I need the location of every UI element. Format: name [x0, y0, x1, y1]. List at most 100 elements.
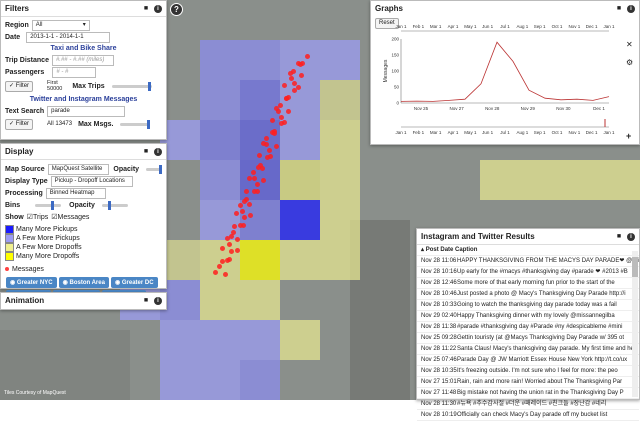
post-row[interactable]: Nov 28 12:46Some more of that early morn…	[417, 278, 639, 289]
message-marker[interactable]	[273, 143, 279, 149]
message-marker[interactable]	[288, 75, 294, 81]
message-marker[interactable]	[256, 153, 262, 159]
bins-opacity-slider[interactable]	[101, 200, 128, 210]
message-marker[interactable]	[290, 69, 296, 75]
post-row[interactable]: Nov 28 10:35It's freezing outside. I'm n…	[417, 366, 639, 377]
messages-chart[interactable]: Jan 1 Feb 1 Mar 1 Apr 1 May 1 Jun 1 Jul 1 Aug 1…	[371, 1, 639, 144]
message-marker[interactable]	[259, 166, 265, 172]
message-marker[interactable]	[233, 210, 239, 216]
pin-icon[interactable]: ■	[143, 147, 149, 155]
message-marker[interactable]	[263, 142, 269, 148]
message-marker[interactable]	[244, 196, 250, 202]
message-marker[interactable]	[219, 259, 225, 265]
message-marker[interactable]	[282, 119, 288, 125]
post-row[interactable]: Nov 25 09:28Gettin touristy (at @Macys T…	[417, 333, 639, 344]
message-marker[interactable]	[270, 130, 276, 136]
message-marker[interactable]	[254, 181, 260, 187]
post-row[interactable]: Nov 28 11:38#parade #thanksgiving day #P…	[417, 322, 639, 333]
message-marker[interactable]	[224, 257, 230, 263]
help-icon[interactable]: ?	[170, 3, 183, 16]
message-marker[interactable]	[267, 148, 273, 154]
date-input[interactable]: 2013-1-1 - 2014-1-1	[26, 31, 111, 43]
filter-button[interactable]: ✓ Filter	[5, 80, 34, 92]
info-icon[interactable]: i	[627, 232, 635, 241]
post-row[interactable]: Nov 27 11:48Big mistake not having the u…	[417, 388, 639, 399]
message-marker[interactable]	[242, 215, 248, 221]
info-icon[interactable]: i	[627, 4, 635, 13]
message-marker[interactable]	[284, 95, 290, 101]
gear-icon[interactable]: ⚙	[626, 58, 634, 67]
post-row[interactable]: Nov 27 15:01Rain, rain and more rain! Wo…	[417, 377, 639, 388]
message-marker[interactable]	[238, 203, 244, 209]
scrollbar[interactable]	[632, 251, 638, 397]
plus-icon[interactable]: +	[626, 131, 632, 141]
message-marker[interactable]	[240, 222, 246, 228]
region-select[interactable]: All ▾	[31, 19, 90, 31]
pin-icon[interactable]: ■	[616, 232, 622, 240]
message-marker[interactable]	[291, 81, 297, 87]
message-marker[interactable]	[242, 199, 248, 205]
message-marker[interactable]	[278, 121, 284, 127]
message-marker[interactable]	[234, 247, 240, 253]
message-marker[interactable]	[238, 223, 244, 229]
message-marker[interactable]	[298, 73, 304, 79]
message-marker[interactable]	[228, 233, 234, 239]
message-marker[interactable]	[227, 242, 233, 248]
message-marker[interactable]	[247, 213, 253, 219]
pin-icon[interactable]: ■	[143, 4, 149, 12]
message-marker[interactable]	[287, 71, 293, 77]
message-marker[interactable]	[220, 246, 226, 252]
message-marker[interactable]	[274, 106, 280, 111]
messages-checkbox[interactable]: ☑	[51, 214, 58, 221]
message-marker[interactable]	[265, 155, 271, 161]
info-icon[interactable]: i	[154, 4, 162, 13]
message-marker[interactable]	[254, 188, 260, 194]
region-button[interactable]: ◉ Greater NYC	[6, 277, 57, 288]
region-button[interactable]: ◉ Greater DC	[110, 277, 158, 288]
max-msgs-slider[interactable]	[120, 119, 151, 129]
message-marker[interactable]	[244, 188, 250, 194]
message-marker[interactable]	[216, 263, 222, 269]
bins-slider[interactable]	[35, 200, 62, 210]
message-marker[interactable]	[235, 236, 241, 242]
message-marker[interactable]	[282, 82, 288, 88]
max-trips-slider[interactable]	[111, 81, 152, 91]
post-row[interactable]: Nov 28 11:30#뉴욕 #추수감사절 #더운 #패레이드 #친크들 #장…	[417, 399, 639, 410]
message-marker[interactable]	[251, 169, 257, 175]
pin-icon[interactable]: ■	[143, 296, 149, 304]
post-row[interactable]: Nov 25 07:46Parade Day @ JW Marriott Ess…	[417, 355, 639, 366]
map-opacity-slider[interactable]	[146, 164, 163, 174]
info-icon[interactable]: i	[154, 147, 162, 156]
message-marker[interactable]	[222, 271, 228, 277]
message-marker[interactable]	[291, 87, 297, 93]
pin-icon[interactable]: ■	[616, 4, 622, 12]
filter-button-messages[interactable]: ✓ Filter	[5, 118, 34, 130]
post-row[interactable]: Nov 28 10:46Just posted a photo @ Macy's…	[417, 289, 639, 300]
post-row[interactable]: Nov 28 10:33Going to watch the thanksgiv…	[417, 300, 639, 311]
message-marker[interactable]	[239, 208, 245, 214]
processing-select[interactable]: Binned Heatmap	[45, 187, 106, 199]
post-row[interactable]: Nov 28 11:06HAPPY THANKSGIVING FROM THE …	[417, 256, 639, 267]
message-marker[interactable]	[212, 269, 218, 275]
info-icon[interactable]: i	[154, 296, 162, 305]
post-row[interactable]: Nov 28 11:22Santa Claus! Macy's thanksgi…	[417, 344, 639, 355]
map-source-select[interactable]: MapQuest Satellite	[47, 163, 110, 175]
message-marker[interactable]	[251, 189, 257, 195]
message-marker[interactable]	[279, 114, 285, 120]
message-marker[interactable]	[260, 178, 266, 184]
trip-distance-input[interactable]: #.## - #.## (miles)	[51, 54, 114, 66]
message-marker[interactable]	[230, 230, 236, 236]
message-marker[interactable]	[295, 85, 301, 91]
message-marker[interactable]	[260, 140, 266, 146]
reset-button[interactable]: Reset	[375, 18, 399, 29]
message-marker[interactable]	[276, 108, 282, 114]
message-marker[interactable]	[247, 201, 253, 207]
trips-checkbox[interactable]: ☑	[26, 214, 33, 221]
message-marker[interactable]	[268, 154, 274, 160]
message-marker[interactable]	[264, 136, 270, 142]
post-row[interactable]: Nov 28 10:19Officially can check Macy's …	[417, 410, 639, 421]
post-row[interactable]: Nov 28 10:16Up early for the #macys #tha…	[417, 267, 639, 278]
passengers-input[interactable]: # - #	[52, 66, 97, 78]
message-marker[interactable]	[229, 249, 235, 255]
display-type-select[interactable]: Pickup - Dropoff Locations	[50, 175, 133, 187]
